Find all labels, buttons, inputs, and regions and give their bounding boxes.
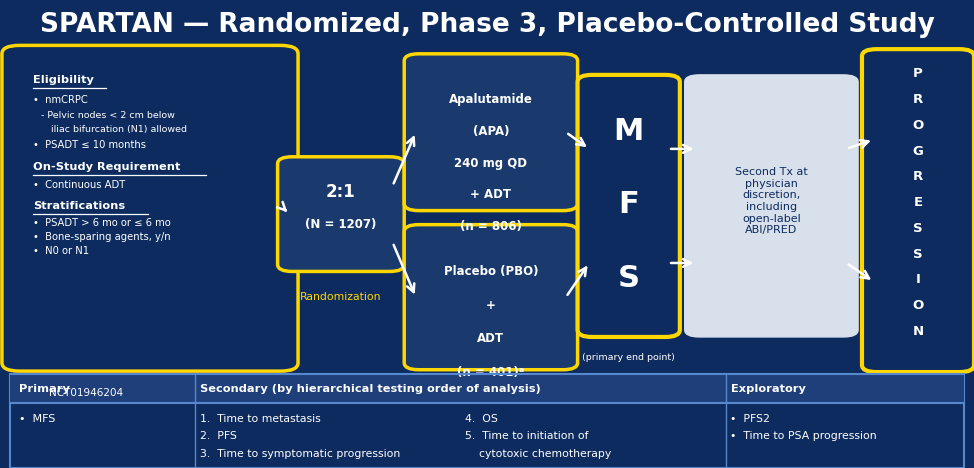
FancyBboxPatch shape xyxy=(404,225,578,370)
Text: R: R xyxy=(913,93,923,106)
Text: ADT: ADT xyxy=(477,332,505,345)
Text: •  N0 or N1: • N0 or N1 xyxy=(33,246,90,256)
FancyBboxPatch shape xyxy=(685,75,858,337)
Text: (n = 401)ᵃ: (n = 401)ᵃ xyxy=(458,366,524,379)
Text: (n = 806): (n = 806) xyxy=(460,220,522,233)
Text: 5.  Time to initiation of: 5. Time to initiation of xyxy=(465,431,588,441)
Text: (N = 1207): (N = 1207) xyxy=(305,218,377,231)
Text: •  nmCRPC: • nmCRPC xyxy=(33,95,88,105)
Text: S: S xyxy=(914,222,922,235)
Text: (APA): (APA) xyxy=(472,125,509,138)
Text: Randomization: Randomization xyxy=(300,292,382,301)
Text: NCT01946204: NCT01946204 xyxy=(49,388,123,398)
Text: Apalutamide: Apalutamide xyxy=(449,93,533,106)
Text: •  PFS2: • PFS2 xyxy=(730,414,770,424)
Text: 2:1: 2:1 xyxy=(326,183,356,201)
Text: 240 mg QD: 240 mg QD xyxy=(455,157,527,169)
Text: •  Bone-sparing agents, y/n: • Bone-sparing agents, y/n xyxy=(33,233,170,242)
Text: •  MFS: • MFS xyxy=(19,414,56,424)
Text: E: E xyxy=(914,196,922,209)
Text: S: S xyxy=(914,248,922,261)
Text: Second Tx at
physician
discretion,
including
open-label
ABI/PRED: Second Tx at physician discretion, inclu… xyxy=(735,167,807,235)
FancyBboxPatch shape xyxy=(10,374,964,403)
Text: Stratifications: Stratifications xyxy=(33,201,126,211)
Text: Secondary (by hierarchical testing order of analysis): Secondary (by hierarchical testing order… xyxy=(200,384,541,394)
Text: O: O xyxy=(913,119,923,132)
Text: 3.  Time to symptomatic progression: 3. Time to symptomatic progression xyxy=(200,449,400,459)
Text: cytotoxic chemotherapy: cytotoxic chemotherapy xyxy=(465,449,611,459)
FancyBboxPatch shape xyxy=(578,75,680,337)
Text: F: F xyxy=(618,190,639,219)
Text: On-Study Requirement: On-Study Requirement xyxy=(33,162,180,172)
Text: N: N xyxy=(913,325,923,338)
Text: •  PSADT ≤ 10 months: • PSADT ≤ 10 months xyxy=(33,140,146,150)
Text: + ADT: + ADT xyxy=(470,189,511,201)
Text: (primary end point): (primary end point) xyxy=(582,353,675,362)
Text: •  PSADT > 6 mo or ≤ 6 mo: • PSADT > 6 mo or ≤ 6 mo xyxy=(33,218,170,228)
Text: •  Continuous ADT: • Continuous ADT xyxy=(33,180,126,190)
Text: •  Time to PSA progression: • Time to PSA progression xyxy=(730,431,878,441)
Text: I: I xyxy=(916,273,920,286)
Text: - Pelvic nodes < 2 cm below: - Pelvic nodes < 2 cm below xyxy=(41,111,174,120)
Text: iliac bifurcation (N1) allowed: iliac bifurcation (N1) allowed xyxy=(51,125,187,134)
FancyBboxPatch shape xyxy=(862,49,974,372)
Text: G: G xyxy=(913,145,923,158)
Text: SPARTAN — Randomized, Phase 3, Placebo-Controlled Study: SPARTAN — Randomized, Phase 3, Placebo-C… xyxy=(40,12,934,38)
Text: Exploratory: Exploratory xyxy=(730,384,805,394)
Text: M: M xyxy=(614,117,644,146)
FancyBboxPatch shape xyxy=(278,157,404,271)
FancyBboxPatch shape xyxy=(10,374,964,468)
Text: Eligibility: Eligibility xyxy=(33,75,94,85)
Text: Placebo (PBO): Placebo (PBO) xyxy=(443,265,539,278)
Text: O: O xyxy=(913,299,923,312)
FancyBboxPatch shape xyxy=(404,54,578,211)
FancyBboxPatch shape xyxy=(2,45,298,371)
Text: 2.  PFS: 2. PFS xyxy=(200,431,237,441)
Text: R: R xyxy=(913,170,923,183)
Text: 1.  Time to metastasis: 1. Time to metastasis xyxy=(200,414,320,424)
Text: S: S xyxy=(618,264,640,293)
Text: 4.  OS: 4. OS xyxy=(465,414,498,424)
Text: Primary: Primary xyxy=(19,384,70,394)
Text: P: P xyxy=(913,67,923,80)
Text: +: + xyxy=(486,299,496,312)
